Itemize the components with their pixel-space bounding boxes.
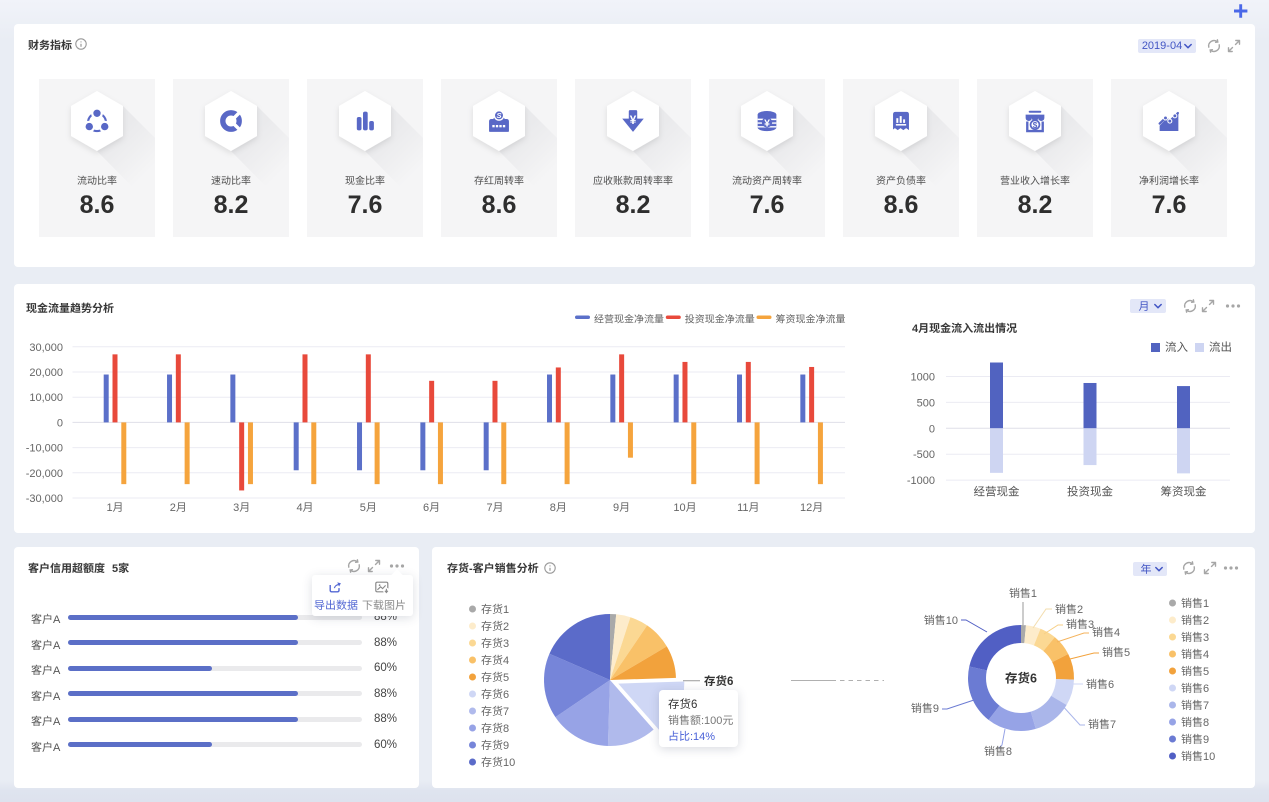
svg-text:0: 0 [57,417,63,429]
svg-text:存货3: 存货3 [481,637,509,650]
svg-text:销售3: 销售3 [1066,618,1094,631]
svg-text:经营现金净流量: 经营现金净流量 [594,314,664,326]
svg-text:销售5: 销售5 [1102,646,1130,659]
svg-text:销售7: 销售7 [1088,718,1116,731]
svg-text:1月: 1月 [106,502,123,514]
svg-text:-30,000: -30,000 [26,493,63,505]
svg-text:-1000: -1000 [907,475,935,487]
svg-text:销售2: 销售2 [1055,603,1083,616]
svg-text:存货6: 存货6 [704,675,733,688]
svg-text:销售8: 销售8 [984,745,1012,758]
svg-text:存货10: 存货10 [481,756,515,769]
svg-text:$: $ [1033,121,1038,130]
svg-text:8月: 8月 [550,502,567,514]
svg-text:2月: 2月 [170,502,187,514]
svg-text:销售8: 销售8 [1181,716,1209,729]
svg-text:投资现金: 投资现金 [1067,486,1113,499]
svg-text:流入: 流入 [1165,341,1188,354]
svg-text:销售10: 销售10 [1181,750,1215,763]
svg-text:¥: ¥ [764,117,770,129]
svg-text:5月: 5月 [360,502,377,514]
svg-text:3月: 3月 [233,502,250,514]
svg-text:销售5: 销售5 [1181,665,1209,678]
svg-text:销售10: 销售10 [924,614,958,627]
svg-text:500: 500 [917,397,935,409]
svg-text:-500: -500 [913,449,935,461]
svg-text:0: 0 [929,423,935,435]
svg-text:销售9: 销售9 [911,702,939,715]
svg-text:12月: 12月 [800,502,823,514]
svg-text:投资现金净流量: 投资现金净流量 [685,314,755,326]
svg-text:销售3: 销售3 [1181,631,1209,644]
svg-text:经营现金: 经营现金 [974,486,1020,499]
svg-text:存货7: 存货7 [481,705,509,718]
svg-text:存货8: 存货8 [481,722,509,735]
svg-text:10月: 10月 [673,502,696,514]
svg-text:20,000: 20,000 [29,367,63,379]
svg-text:存货1: 存货1 [481,603,509,616]
svg-text:销售1: 销售1 [1181,597,1209,610]
svg-text:-20,000: -20,000 [26,468,63,480]
svg-text:1000: 1000 [911,372,935,384]
svg-text:存货6: 存货6 [1005,672,1037,686]
svg-text:销售6: 销售6 [1086,678,1114,691]
svg-text:11月: 11月 [737,502,759,514]
svg-text:销售9: 销售9 [1181,733,1209,746]
svg-text:筹资现金净流量: 筹资现金净流量 [776,314,846,326]
svg-text:4月: 4月 [296,502,313,514]
svg-text:流出: 流出 [1209,341,1232,354]
svg-text:存货6: 存货6 [481,688,509,701]
svg-text:9月: 9月 [613,502,630,514]
svg-text:S: S [496,111,501,120]
svg-text:7月: 7月 [486,502,503,514]
svg-text:存货2: 存货2 [481,620,509,633]
svg-text:存货5: 存货5 [481,671,509,684]
svg-text:30,000: 30,000 [29,342,63,354]
svg-text:10,000: 10,000 [29,392,63,404]
svg-text:存货4: 存货4 [481,654,509,667]
svg-text:筹资现金: 筹资现金 [1161,486,1207,499]
svg-text:销售4: 销售4 [1092,626,1120,639]
svg-text:销售7: 销售7 [1181,699,1209,712]
svg-text:销售4: 销售4 [1181,648,1209,661]
svg-text:销售2: 销售2 [1181,614,1209,627]
svg-text:¥: ¥ [630,114,637,127]
svg-text:销售6: 销售6 [1181,682,1209,695]
svg-text:6月: 6月 [423,502,440,514]
svg-text:销售1: 销售1 [1009,587,1037,600]
svg-text:-10,000: -10,000 [26,443,63,455]
svg-text:存货9: 存货9 [481,739,509,752]
